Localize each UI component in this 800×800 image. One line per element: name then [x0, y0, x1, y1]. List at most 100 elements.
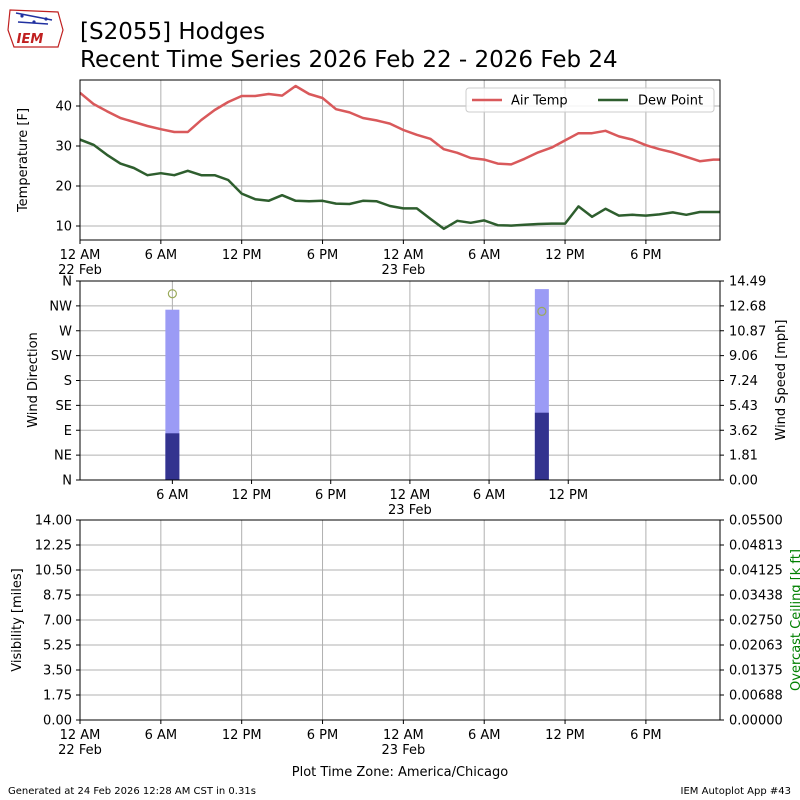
air-temp-point	[281, 94, 283, 97]
air-temp-point	[402, 129, 405, 131]
chart-subtitle: Recent Time Series 2026 Feb 22 - 2026 Fe…	[80, 47, 618, 73]
air-temp-point	[187, 131, 189, 133]
dew-point-point	[685, 214, 688, 216]
dew-point-point	[443, 228, 445, 230]
2-x-tick-label: 12 PM	[222, 728, 262, 743]
wind-direction-tick-label: S	[64, 374, 72, 389]
1-x-tick-label: 12 AM	[389, 488, 430, 503]
air-temp-point	[537, 151, 539, 154]
1-x-tick-label: 6 PM	[315, 488, 346, 503]
dew-point-point	[618, 214, 620, 217]
0-x-tick-label: 6 AM	[468, 248, 501, 263]
dew-point-point	[254, 198, 256, 200]
wind-speed-ticks: 0.00 1.81 3.62 5.43 7.24 9.06 10.87 12.68 14.49	[720, 275, 766, 489]
visibility-y-tick-label: 14.00	[35, 514, 72, 529]
dew-point-point	[496, 224, 499, 226]
wind-speed-tick-label: 3.62	[729, 424, 758, 439]
2-x-tick-label: 6 AM	[145, 728, 178, 743]
air-temp-point	[375, 119, 378, 122]
wind-direction-marker	[537, 306, 547, 317]
air-temp-point	[685, 156, 688, 158]
dew-point-point	[187, 170, 189, 172]
air-temp-point	[550, 146, 553, 149]
dew-point-point	[227, 179, 229, 181]
dew-point-point	[483, 219, 486, 222]
legend-box	[465, 87, 715, 113]
air-temp-point	[200, 119, 203, 121]
air-temp-point	[712, 158, 715, 161]
air-temp-point	[389, 122, 391, 125]
dew-point-point	[335, 202, 337, 205]
wind-direction-tick-label: NE	[54, 449, 72, 464]
air-temp-point	[591, 132, 593, 134]
dew-point-point	[645, 214, 647, 217]
air-temp-point	[645, 144, 647, 146]
visibility-y-tick-label: 5.25	[43, 639, 72, 654]
0-x-tick-label: 12 AM	[383, 248, 424, 263]
iem-logo: IEM	[7, 9, 64, 48]
1-x-tick-label: 12 PM	[232, 488, 272, 503]
air-temp-point	[146, 125, 149, 127]
wind-speed-tick-label: 10.87	[729, 324, 766, 339]
2-x-tick-label: 6 AM	[468, 728, 501, 743]
legend-air-temp-label: Air Temp	[511, 94, 568, 109]
dew-point-point	[173, 174, 176, 176]
dew-point-point	[658, 213, 661, 216]
air-temp-point	[564, 139, 566, 142]
air-temp-point	[308, 93, 310, 95]
dew-point-point	[308, 200, 310, 202]
dew-point-point	[523, 224, 526, 226]
dew-point-point	[294, 200, 297, 202]
air-temp-point	[240, 95, 243, 97]
2-x-tick-date: 23 Feb	[382, 743, 426, 758]
dew-point-point	[362, 200, 364, 202]
air-temp-point	[604, 130, 607, 132]
temperature-axis-label: Temperature [F]	[16, 108, 31, 213]
air-temp-point	[672, 151, 674, 154]
visibility-panel: 0.001.753.505.257.008.7510.5012.2514.00 …	[10, 514, 800, 759]
wind-speed-tick-label: 12.68	[729, 299, 766, 314]
dew-point-point	[375, 200, 378, 202]
0-x-tick-date: 22 Feb	[58, 263, 102, 278]
dew-point-point	[469, 222, 472, 224]
visibility-y-tick-label: 12.25	[35, 539, 72, 554]
dew-point-point	[389, 205, 391, 207]
dew-point-point	[348, 203, 351, 205]
wind-direction-tick-label: E	[64, 424, 72, 439]
wind-speed-tick-label: 1.81	[729, 449, 758, 464]
ceiling-axis-label: Overcast Ceiling [k ft]	[789, 549, 800, 691]
visibility-y-tick-label: 8.75	[43, 589, 72, 604]
air-temp-point	[267, 93, 270, 95]
air-temp-point	[416, 134, 418, 136]
1-x-tick-label: 12 PM	[548, 488, 588, 503]
wind-direction-tick-label: N	[62, 474, 72, 489]
visibility-y-tick-label: 3.50	[43, 664, 72, 679]
wind-speed-tick-label: 7.24	[729, 374, 758, 389]
dew-point-point	[510, 224, 512, 227]
2-x-tick-label: 12 PM	[545, 728, 585, 743]
chart-title: [S2055] Hodges	[80, 19, 265, 45]
dew-point-point	[119, 162, 122, 165]
wind-direction-tick-label: SE	[56, 399, 72, 414]
wind-speed-tick-label: 14.49	[729, 275, 766, 290]
legend-dew-point-label: Dew Point	[638, 94, 703, 109]
visibility-y-tick-label: 10.50	[35, 564, 72, 579]
dew-point-point	[429, 218, 432, 220]
wind-speed-bar	[534, 412, 549, 480]
wind-direction-tick-label: NW	[49, 299, 72, 314]
temperature-y-tick-label: 20	[55, 180, 72, 195]
air-temp-point	[726, 159, 728, 161]
visibility-grid	[79, 519, 720, 721]
air-temp-point	[577, 132, 580, 134]
ceiling-y-tick-label: 0.02750	[729, 614, 783, 629]
dew-point-point	[699, 211, 701, 213]
0-x-tick-date: 23 Feb	[382, 263, 426, 278]
0-x-tick-label: 12 PM	[545, 248, 585, 263]
wind-speed-tick-label: 5.43	[729, 399, 758, 414]
1-x-tick-date: 23 Feb	[388, 503, 432, 518]
dew-point-point	[577, 205, 580, 208]
dew-point-point	[564, 222, 566, 225]
